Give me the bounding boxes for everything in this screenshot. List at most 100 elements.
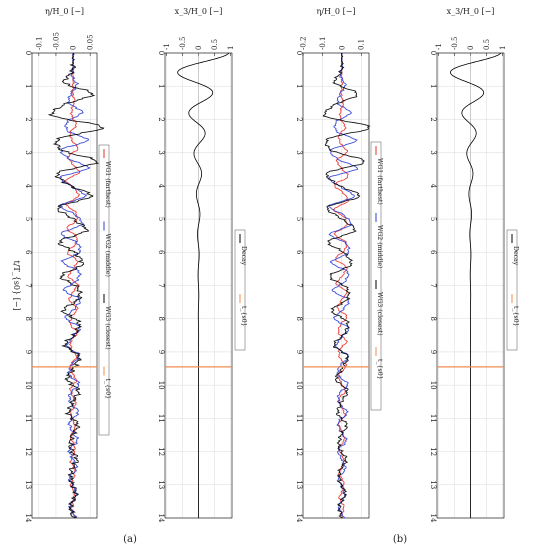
plot-frame	[302, 52, 370, 519]
x-tick-label: 0.1	[358, 39, 366, 50]
legend-label: Decay	[240, 246, 247, 266]
plot-frame	[31, 52, 98, 519]
t-tick-label: 4	[24, 184, 32, 189]
x-tick-label: -0.1	[319, 37, 327, 51]
legend-box	[98, 144, 110, 436]
legend-label: WG3 (closest)	[376, 292, 383, 336]
t-tick-label: 13	[429, 480, 437, 489]
t-tick-label: 7	[157, 283, 165, 287]
x-tick-label: -1	[435, 43, 443, 50]
panel-a-right: x_3/H_0 [−]-1 -0.5 0 0.5 1012345678910111213…	[157, 7, 247, 523]
series-line-1	[64, 52, 81, 519]
t-tick-label: 7	[295, 283, 303, 287]
t-tick-label: 11	[24, 414, 32, 423]
t-tick-label: 0	[24, 51, 32, 55]
t-tick-label: 13	[295, 480, 303, 489]
t-tick-label: 1	[429, 84, 437, 88]
t-tick-label: 7	[24, 283, 32, 287]
t-tick-label: 14	[429, 514, 437, 523]
legend-box	[370, 141, 382, 411]
t-tick-label: 1	[295, 84, 303, 88]
x-tick-label: 0.5	[211, 39, 219, 50]
axis-title: x_3/H_0 [−]	[175, 7, 223, 16]
series-line-2	[59, 52, 91, 519]
t-tick-label: 9	[24, 350, 32, 354]
t-tick-label: 9	[429, 350, 437, 354]
t-tick-label: 10	[24, 381, 32, 390]
x-tick-label: 0	[467, 46, 475, 50]
caption-a: (a)	[123, 534, 137, 545]
panel-b-right: x_3/H_0 [−]-1 -0.5 0 0.5 1012345678910111213…	[429, 7, 519, 523]
t-tick-label: 10	[295, 381, 303, 390]
x-tick-label: 1	[499, 46, 507, 50]
x-tick-label: 0.5	[483, 39, 491, 50]
legend-label: WG1 (farthest)	[104, 161, 111, 208]
t-tick-label: 2	[429, 117, 437, 121]
t-tick-label: 4	[157, 184, 165, 189]
t-tick-label: 4	[295, 184, 303, 189]
t-tick-label: 8	[157, 316, 165, 320]
t-tick-label: 1	[157, 84, 165, 88]
t-tick-label: 9	[295, 350, 303, 354]
t-tick-label: 5	[157, 217, 165, 221]
t-tick-label: 6	[24, 250, 32, 255]
caption-b: (b)	[393, 534, 407, 545]
x-tick-label: -0.5	[451, 37, 459, 51]
legend-label: WG2 (middle)	[376, 225, 383, 268]
t-tick-label: 10	[157, 381, 165, 390]
legend-label: t_{s0}	[104, 379, 111, 400]
x-tick-label: -0.2	[300, 37, 308, 51]
t-tick-label: 5	[429, 217, 437, 221]
legend-label: WG3 (closest)	[104, 306, 111, 350]
t-tick-label: 6	[295, 250, 303, 255]
x-tick-label: 0	[338, 46, 346, 50]
legend-label: t_{s0}	[240, 306, 247, 327]
t-tick-label: 3	[295, 150, 303, 154]
legend-label: WG1 (farthest)	[376, 158, 383, 205]
t-tick-label: 13	[24, 480, 32, 489]
legend-label: t_{s0}	[512, 306, 519, 327]
t-tick-label: 3	[429, 150, 437, 154]
series-line-3	[322, 52, 371, 519]
t-tick-label: 3	[157, 150, 165, 154]
t-tick-label: 11	[429, 414, 437, 423]
legend-label: t_{s0}	[376, 359, 383, 380]
t-tick-label: 13	[157, 480, 165, 489]
t-tick-label: 5	[24, 217, 32, 221]
t-tick-label: 8	[24, 316, 32, 320]
t-tick-label: 4	[429, 184, 437, 189]
t-tick-label: 5	[295, 217, 303, 221]
legend-label: Decay	[512, 246, 519, 266]
t-tick-label: 11	[157, 414, 165, 423]
t-tick-label: 14	[24, 514, 32, 523]
t-axis-label: t/T_{s0} [−]	[12, 260, 21, 310]
t-tick-label: 0	[429, 51, 437, 55]
x-tick-label: 1	[227, 46, 235, 50]
t-tick-label: 14	[295, 514, 303, 523]
legend-label: WG2 (middle)	[104, 234, 111, 277]
t-tick-label: 8	[429, 316, 437, 320]
x-tick-label: -0.1	[35, 37, 43, 51]
decay-line	[177, 52, 230, 518]
t-tick-label: 12	[429, 447, 437, 456]
t-tick-label: 11	[295, 414, 303, 423]
t-tick-label: 0	[157, 51, 165, 55]
panel-a-left: η/H_0 [−]-0.1 -0.05 0 0.0501234567891011121…	[12, 7, 111, 523]
t-tick-label: 0	[295, 51, 303, 55]
t-tick-label: 3	[24, 150, 32, 154]
axis-title: η/H_0 [−]	[45, 7, 84, 16]
axis-title: η/H_0 [−]	[316, 7, 355, 16]
t-tick-label: 2	[24, 117, 32, 121]
axis-title: x_3/H_0 [−]	[447, 7, 495, 16]
t-tick-label: 6	[157, 250, 165, 255]
legend-box	[506, 229, 518, 351]
t-tick-label: 2	[295, 117, 303, 121]
x-tick-label: 0	[70, 46, 78, 50]
decay-line	[450, 52, 502, 518]
t-tick-label: 8	[295, 316, 303, 320]
legend-box	[234, 229, 246, 351]
x-tick-label: 0	[195, 46, 203, 50]
t-tick-label: 12	[157, 447, 165, 456]
t-tick-label: 10	[429, 381, 437, 390]
t-tick-label: 9	[157, 350, 165, 354]
